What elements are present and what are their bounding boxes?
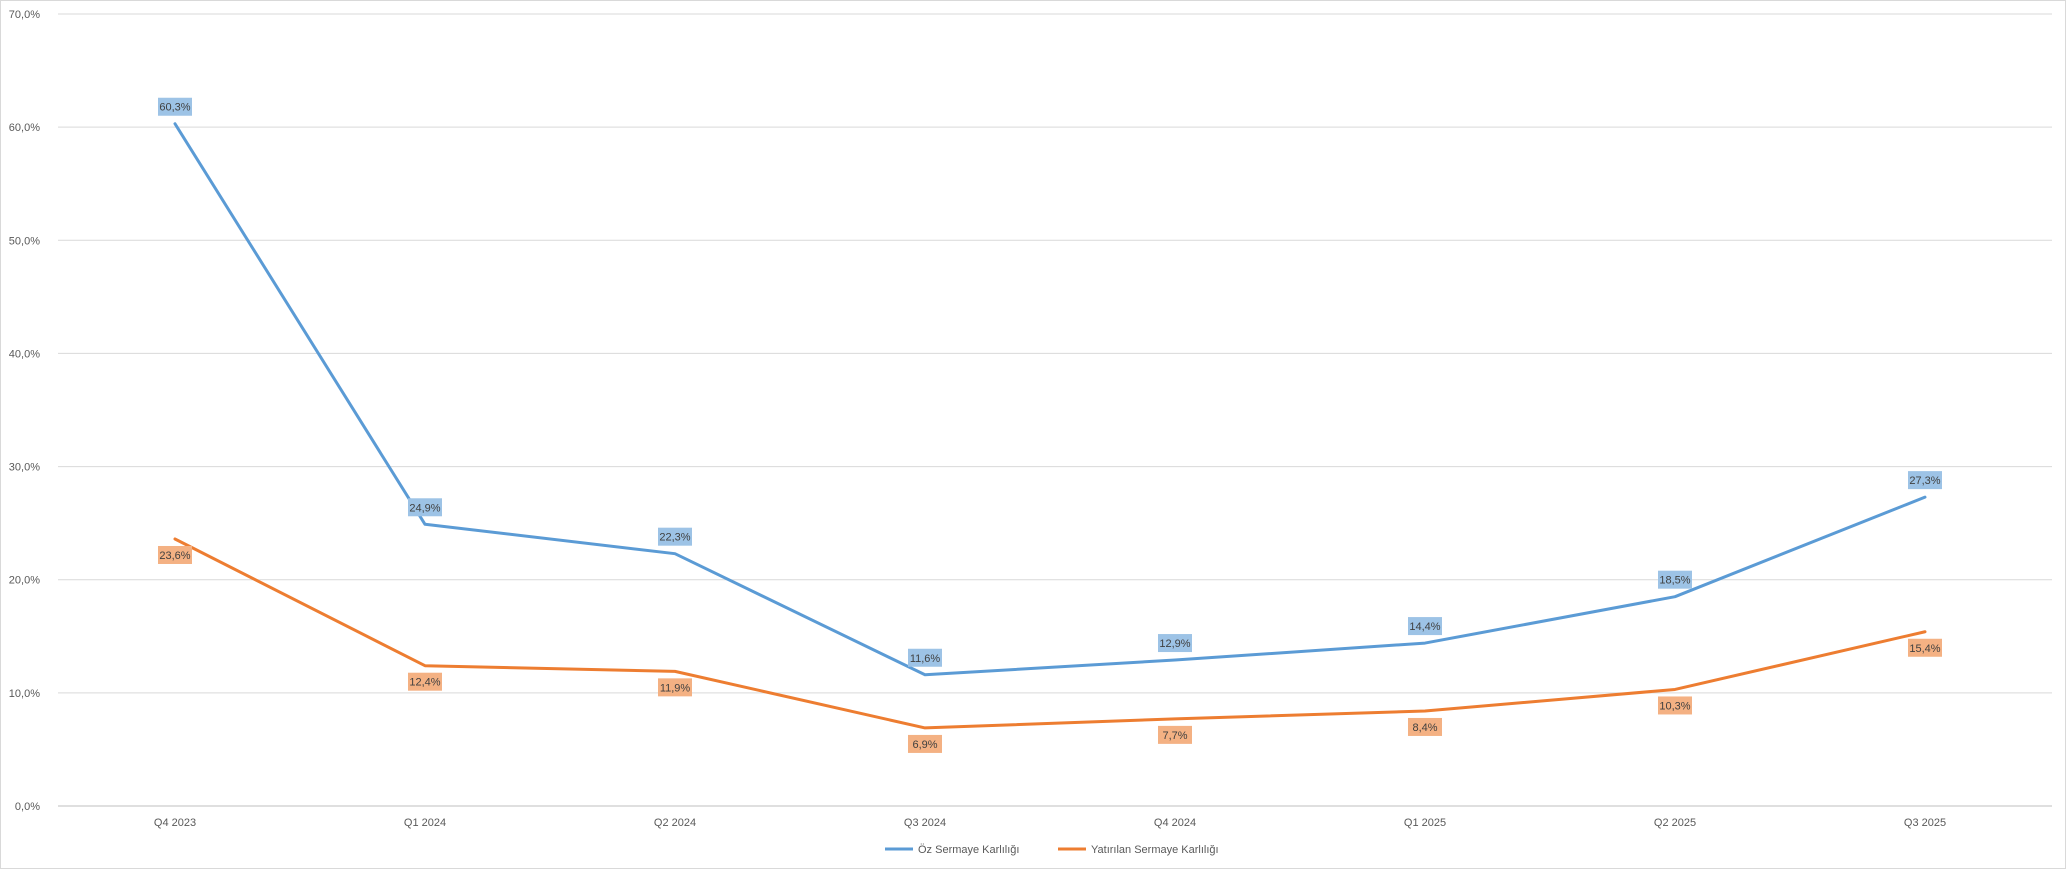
data-label-box [908,648,942,667]
data-label-box [158,97,192,116]
data-label-box [408,672,442,691]
data-label-box [158,545,192,564]
series-line-1 [173,122,1927,677]
x-tick-label: Q2 2024 [654,817,696,829]
x-axis: Q4 2023 Q1 2024 Q2 2024 Q3 2024 Q4 2024 Q1 20… [154,817,1946,829]
data-label-text: 10,3% [1659,700,1690,712]
data-label: 14,4% [1408,617,1442,636]
y-tick-label: 70,0% [9,9,40,21]
y-tick-label: 60,0% [9,122,40,134]
data-label: 12,4% [408,672,442,691]
x-tick-label: Q4 2023 [154,817,196,829]
data-label-text: 60,3% [159,102,190,114]
y-tick-label: 50,0% [9,235,40,247]
x-tick-label: Q2 2025 [1654,817,1696,829]
data-label: 11,6% [908,648,942,667]
data-label-text: 27,3% [1909,475,1940,487]
data-label: 27,3% [1908,471,1942,490]
x-tick-label: Q3 2025 [1904,817,1946,829]
y-tick-label: 0,0% [15,801,40,813]
data-label-box [408,498,442,517]
data-label: 22,3% [658,527,692,546]
x-tick-label: Q3 2024 [904,817,946,829]
data-label-box [1158,725,1192,744]
data-label-text: 12,4% [409,677,440,689]
data-label: 8,4% [1408,717,1442,736]
series-lines [173,122,1927,730]
data-label: 10,3% [1658,696,1692,715]
data-label-box [1408,617,1442,636]
data-label: 60,3% [158,97,192,116]
data-label-text: 14,4% [1409,621,1440,633]
data-label-box [1908,638,1942,657]
data-label-text: 11,6% [910,653,941,665]
data-label-box [658,678,692,697]
data-labels: 60,3% 24,9% 22,3% 11,6% 12,9% 14,4% 18,5% 27,3%… [158,97,1942,753]
data-label-box [1658,696,1692,715]
data-label: 23,6% [158,545,192,564]
y-tick-label: 30,0% [9,462,40,474]
data-label-box [1408,717,1442,736]
data-label-text: 12,9% [1159,638,1190,650]
data-label-box [1158,634,1192,653]
x-tick-label: Q1 2025 [1404,817,1446,829]
y-tick-label: 10,0% [9,688,40,700]
legend-entry: Öz Sermaye Karlılığı [918,844,1019,856]
legend: Öz Sermaye Karlılığı Yatırılan Sermaye Ka… [885,844,1219,856]
gridlines [58,13,2052,807]
series-line-2 [173,537,1927,730]
data-label-text: 23,6% [159,550,190,562]
data-label-text: 24,9% [409,502,440,514]
data-label-box [1658,570,1692,589]
x-tick-label: Q1 2024 [404,817,446,829]
data-label-text: 18,5% [1659,575,1690,587]
data-label-text: 15,4% [1909,643,1940,655]
data-label: 24,9% [408,498,442,517]
data-label: 18,5% [1658,570,1692,589]
data-label-box [658,527,692,546]
y-axis: 0,0% 10,0% 20,0% 30,0% 40,0% 50,0% 60,0% 70,0% [9,9,40,813]
data-label: 7,7% [1158,725,1192,744]
x-tick-label: Q4 2024 [1154,817,1196,829]
data-label-text: 8,4% [1412,722,1437,734]
data-label-text: 6,9% [912,739,937,751]
data-label: 11,9% [658,678,692,697]
data-label-box [908,734,942,753]
data-label-box [1908,471,1942,490]
data-label: 15,4% [1908,638,1942,657]
y-tick-label: 20,0% [9,575,40,587]
data-label-text: 11,9% [660,682,691,694]
legend-entry: Yatırılan Sermaye Karlılığı [1091,844,1219,856]
data-label-text: 22,3% [659,532,690,544]
data-label: 12,9% [1158,634,1192,653]
data-label: 6,9% [908,734,942,753]
y-tick-label: 40,0% [9,348,40,360]
data-label-text: 7,7% [1162,730,1187,742]
